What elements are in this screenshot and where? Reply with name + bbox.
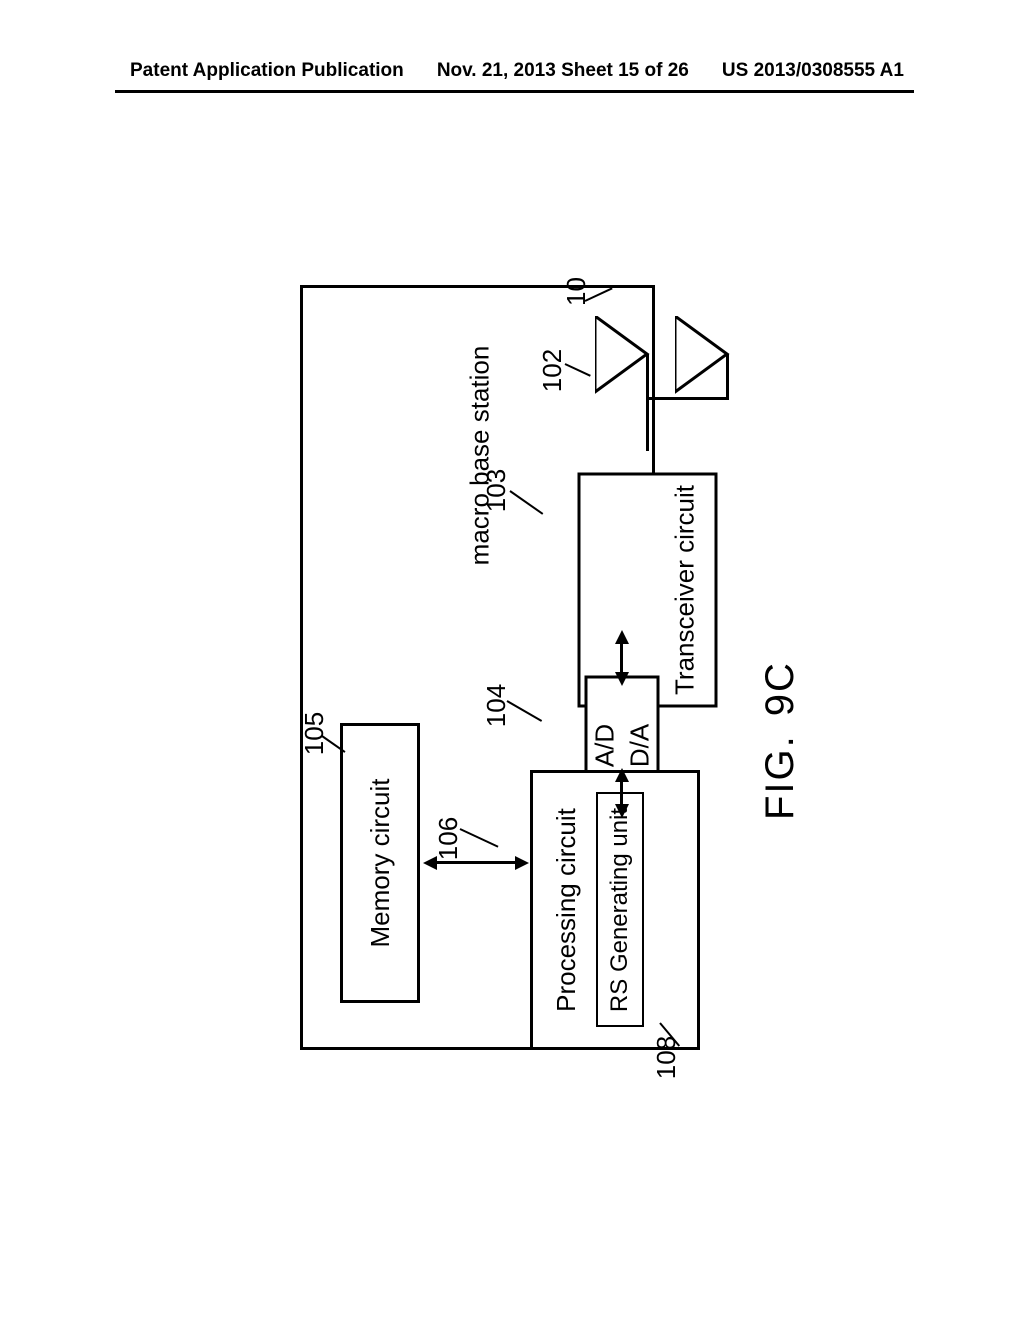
- arrowhead-icon: [615, 804, 629, 818]
- header-divider: [115, 90, 914, 93]
- arrowhead-icon: [615, 630, 629, 644]
- antenna-stem: [646, 397, 729, 400]
- antenna-stem: [726, 354, 729, 399]
- header-right: US 2013/0308555 A1: [722, 60, 904, 82]
- rs-block: RS Generating unit: [596, 793, 644, 1028]
- ref-102: 102: [537, 349, 568, 392]
- arrow-memory-processing: [433, 861, 519, 864]
- ref-106: 106: [433, 817, 464, 860]
- figure-9c: macro base station 10 102 Transceiver ci…: [195, 280, 765, 1060]
- page-header: Patent Application Publication Nov. 21, …: [0, 60, 1024, 82]
- arrowhead-icon: [615, 768, 629, 782]
- arrowhead-icon: [515, 856, 529, 870]
- header-left: Patent Application Publication: [130, 60, 404, 82]
- header-center: Nov. 21, 2013 Sheet 15 of 26: [437, 60, 689, 82]
- antenna-stem: [646, 354, 649, 451]
- figure-caption-prefix: FIG.: [760, 734, 800, 820]
- transceiver-block: Transceiver circuit: [578, 473, 718, 708]
- arrowhead-icon: [615, 672, 629, 686]
- arrowhead-icon: [423, 856, 437, 870]
- ref-105: 105: [299, 712, 330, 755]
- ref-103: 103: [481, 469, 512, 512]
- memory-block: Memory circuit: [340, 723, 420, 1003]
- ref-10: 10: [561, 277, 592, 306]
- outer-title: macro base station: [464, 346, 495, 566]
- figure-caption-number: 9C: [760, 661, 800, 716]
- adda-top: A/D: [589, 724, 620, 767]
- rs-label: RS Generating unit: [606, 808, 634, 1012]
- processing-label: Processing circuit: [551, 808, 582, 1012]
- memory-label: Memory circuit: [365, 779, 396, 948]
- transceiver-label: Transceiver circuit: [670, 485, 701, 695]
- arrow-transceiver-adda: [620, 640, 623, 676]
- ref-104: 104: [481, 684, 512, 727]
- figure-caption: FIG. 9C: [760, 661, 800, 820]
- adda-bottom: D/A: [624, 724, 655, 767]
